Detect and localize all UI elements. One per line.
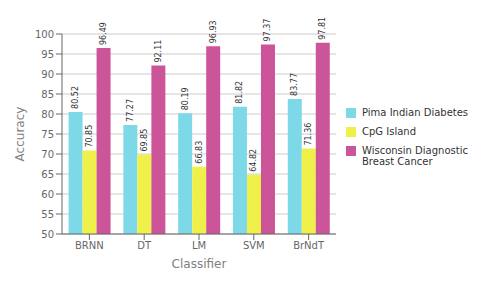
svg-text:69.85: 69.85 <box>140 129 149 152</box>
svg-text:65: 65 <box>41 169 54 180</box>
svg-text:96.49: 96.49 <box>99 22 108 45</box>
svg-text:50: 50 <box>41 229 54 240</box>
svg-text:80: 80 <box>41 109 54 120</box>
svg-text:70.85: 70.85 <box>85 125 94 148</box>
svg-text:60: 60 <box>41 189 54 200</box>
svg-text:70: 70 <box>41 149 54 160</box>
svg-text:81.82: 81.82 <box>235 81 244 104</box>
svg-text:Accuracy: Accuracy <box>13 107 27 162</box>
svg-text:92.11: 92.11 <box>154 40 163 63</box>
svg-text:100: 100 <box>35 29 54 40</box>
svg-text:77.27: 77.27 <box>126 99 135 122</box>
svg-text:71.36: 71.36 <box>304 123 313 146</box>
svg-text:64.82: 64.82 <box>249 149 258 172</box>
svg-text:BrNdT: BrNdT <box>293 240 325 251</box>
svg-text:95: 95 <box>41 49 54 60</box>
svg-text:SVM: SVM <box>243 240 265 251</box>
html-text:CpG Island: CpG Island <box>362 126 416 137</box>
html-text:Wisconsin Diagnostic Breast Ca: Wisconsin Diagnostic Breast Cancer <box>362 145 468 167</box>
svg-text:80.19: 80.19 <box>181 87 190 110</box>
svg-text:85: 85 <box>41 89 54 100</box>
html-text:Pima Indian Diabetes: Pima Indian Diabetes <box>362 107 469 118</box>
svg-text:90: 90 <box>41 69 54 80</box>
svg-text:Classifier: Classifier <box>172 257 227 271</box>
svg-text:96.93: 96.93 <box>209 20 218 43</box>
svg-text:55: 55 <box>41 209 54 220</box>
svg-text:80.52: 80.52 <box>71 86 80 109</box>
svg-text:66.83: 66.83 <box>195 141 204 164</box>
svg-text:75: 75 <box>41 129 54 140</box>
svg-text:83.77: 83.77 <box>290 73 299 96</box>
svg-text:97.81: 97.81 <box>318 17 327 40</box>
svg-text:97.37: 97.37 <box>263 19 272 42</box>
svg-text:BRNN: BRNN <box>75 240 104 251</box>
svg-text:DT: DT <box>137 240 152 251</box>
svg-text:LM: LM <box>192 240 206 251</box>
